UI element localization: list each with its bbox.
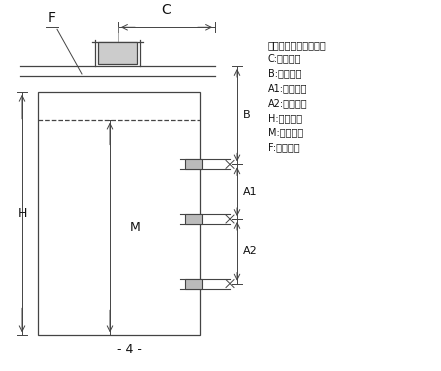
Text: F:法兰尺寸: F:法兰尺寸 bbox=[268, 142, 299, 152]
Text: A2:安装距离: A2:安装距离 bbox=[268, 98, 308, 108]
Text: M: M bbox=[130, 221, 141, 234]
Text: A2: A2 bbox=[243, 246, 258, 256]
Text: B: B bbox=[243, 110, 250, 120]
Bar bbox=[98, 42, 137, 64]
Text: - 4 -: - 4 - bbox=[116, 343, 142, 356]
Text: M:测量范围: M:测量范围 bbox=[268, 128, 303, 138]
Bar bbox=[185, 279, 202, 289]
Text: A1:安装距离: A1:安装距离 bbox=[268, 83, 307, 93]
Text: C:横向距离: C:横向距离 bbox=[268, 53, 302, 63]
Text: H:安装高度: H:安装高度 bbox=[268, 113, 302, 123]
Bar bbox=[185, 214, 202, 224]
Text: B:安装距离: B:安装距离 bbox=[268, 68, 302, 78]
Text: C: C bbox=[161, 3, 172, 17]
Bar bbox=[38, 92, 200, 335]
Bar bbox=[185, 160, 202, 169]
Text: A1: A1 bbox=[243, 187, 258, 197]
Text: F: F bbox=[48, 11, 56, 25]
Text: H: H bbox=[17, 207, 27, 220]
Text: 用户须提供以下参数：: 用户须提供以下参数： bbox=[268, 40, 327, 50]
